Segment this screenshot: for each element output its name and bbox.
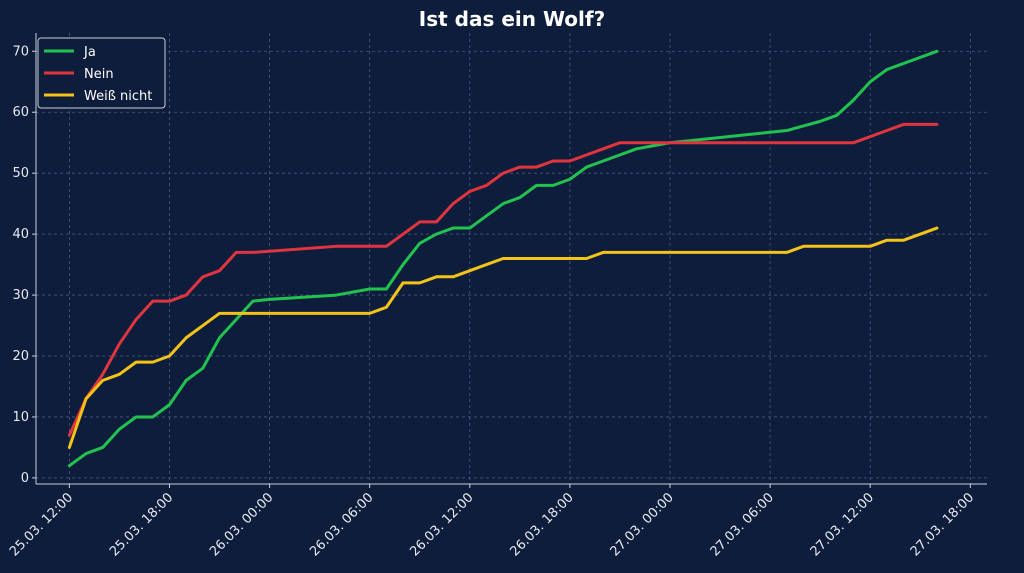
y-tick-label: 40	[12, 227, 29, 242]
grid	[36, 33, 987, 484]
legend-label-nein: Nein	[84, 67, 114, 82]
x-tick-label: 27.03. 18:00	[908, 490, 977, 559]
x-tick-label: 27.03. 00:00	[608, 490, 677, 559]
legend: Ja Nein Weiß nicht	[37, 37, 166, 109]
series	[67, 49, 939, 468]
x-tick-label: 27.03. 06:00	[708, 490, 777, 559]
x-tick-label: 27.03. 12:00	[808, 490, 877, 559]
x-tick-label: 26.03. 12:00	[407, 490, 476, 559]
y-tick-label: 20	[12, 349, 29, 364]
legend-label-ja: Ja	[83, 45, 96, 60]
x-tick-label: 25.03. 12:00	[7, 490, 76, 559]
legend-label-weiss-nicht: Weiß nicht	[84, 89, 152, 104]
axes	[35, 33, 987, 485]
series-line-nein	[67, 122, 939, 437]
legend-box	[37, 37, 166, 109]
y-tick-label: 0	[21, 471, 29, 486]
y-tick-label: 10	[12, 410, 29, 425]
chart-title: Ist das ein Wolf?	[419, 7, 605, 31]
series-line-weiss-nicht	[67, 226, 939, 449]
series-line-ja	[67, 49, 939, 468]
x-tick-label: 26.03. 06:00	[307, 490, 376, 559]
y-tick-label: 50	[12, 166, 29, 181]
x-tick-label: 26.03. 18:00	[507, 490, 576, 559]
y-tick-label: 70	[12, 44, 29, 59]
x-tick-label: 25.03. 18:00	[107, 490, 176, 559]
y-tick-label: 30	[12, 288, 29, 303]
x-tick-label: 26.03. 00:00	[207, 490, 276, 559]
y-tick-label: 60	[12, 105, 29, 120]
